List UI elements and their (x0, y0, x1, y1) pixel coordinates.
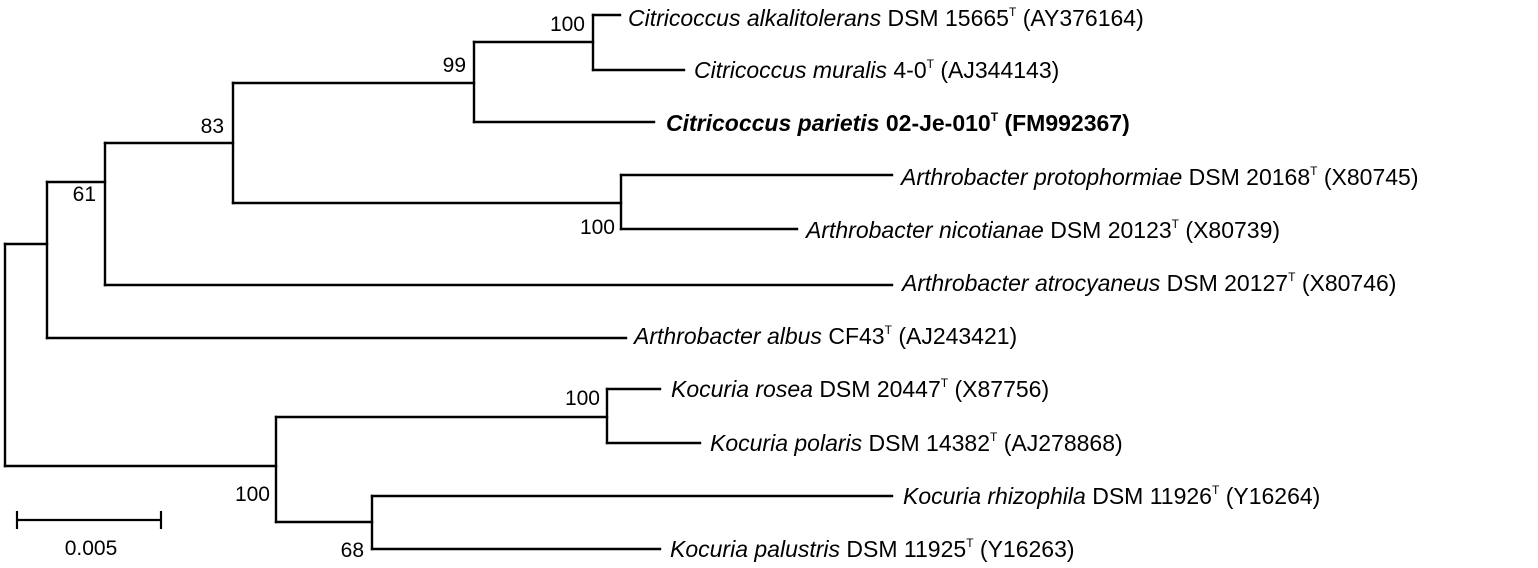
taxon-labels: Citricoccus alkalitolerans DSM 15665T (A… (628, 5, 1418, 562)
taxon-label-arthrobacter-protophormiae: Arthrobacter protophormiae DSM 20168T (X… (899, 164, 1418, 190)
taxon-label-citricoccus-muralis: Citricoccus muralis 4-0T (AJ344143) (694, 57, 1059, 83)
taxon-label-kocuria-polaris: Kocuria polaris DSM 14382T (AJ278868) (710, 430, 1123, 456)
bootstrap-value: 68 (341, 539, 364, 562)
taxon-label-citricoccus-parietis: Citricoccus parietis 02-Je-010T (FM99236… (666, 110, 1130, 136)
tree-branches (3, 13, 894, 551)
bootstrap-value: 100 (235, 483, 270, 506)
taxon-label-citricoccus-alkalitolerans: Citricoccus alkalitolerans DSM 15665T (A… (628, 5, 1144, 31)
taxon-label-arthrobacter-nicotianae: Arthrobacter nicotianae DSM 20123T (X807… (804, 217, 1280, 243)
bootstrap-value: 100 (550, 13, 585, 36)
bootstrap-value: 99 (443, 54, 466, 77)
scale-bar: 0.005 (15, 511, 163, 560)
bootstrap-value: 61 (73, 183, 96, 206)
bootstrap-value: 100 (565, 387, 600, 410)
bootstrap-value: 83 (201, 115, 224, 138)
taxon-label-kocuria-palustris: Kocuria palustris DSM 11925T (Y16263) (670, 536, 1075, 562)
taxon-label-arthrobacter-albus: Arthrobacter albus CF43T (AJ243421) (632, 323, 1017, 349)
taxon-label-arthrobacter-atrocyaneus: Arthrobacter atrocyaneus DSM 20127T (X80… (900, 270, 1396, 296)
scale-bar-label: 0.005 (65, 537, 118, 560)
bootstrap-value: 100 (580, 216, 615, 239)
bootstrap-values: 100 99 83 100 61 100 100 68 (73, 13, 615, 562)
taxon-label-kocuria-rhizophila: Kocuria rhizophila DSM 11926T (Y16264) (903, 483, 1320, 509)
taxon-label-kocuria-rosea: Kocuria rosea DSM 20447T (X87756) (671, 376, 1049, 402)
